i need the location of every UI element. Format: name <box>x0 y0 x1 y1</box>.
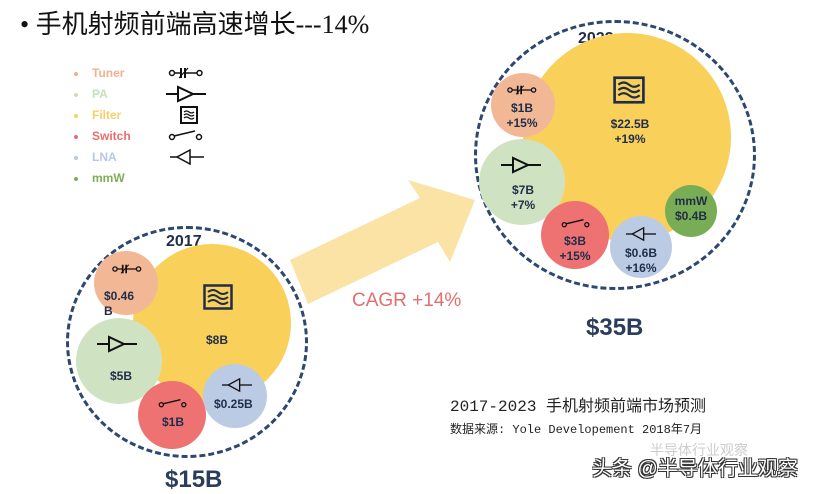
legend-item-lna: LNA <box>74 150 117 164</box>
slide-title: • 手机射频前端高速增长---14% <box>20 10 370 39</box>
tuner-icon <box>111 263 143 275</box>
tuner-value-2023: $1B +15% <box>506 101 538 130</box>
pa-value-2023: $7B +7% <box>510 183 536 212</box>
legend-label: Filter <box>92 108 122 122</box>
legend-label: Tuner <box>92 66 125 80</box>
legend-item-switch: Switch <box>74 129 131 143</box>
legend-label: PA <box>92 87 108 101</box>
switch-value-2023: $3B +15% <box>559 234 591 263</box>
lna-value-2023: $0.6B +16% <box>624 246 658 275</box>
caption-source: 数据来源: Yole Developement 2018年7月 <box>450 423 703 437</box>
lna-icon <box>170 148 204 166</box>
switch-icon <box>168 128 204 142</box>
lna-value-2017: $0.25B <box>214 397 253 411</box>
legend-item-pa: PA <box>74 87 108 101</box>
cagr-label: CAGR +14% <box>352 290 462 311</box>
lna-bubble-2017 <box>203 364 267 428</box>
lna-icon <box>222 377 252 393</box>
switch-bubble-2023 <box>541 201 609 269</box>
tuner-bubble-2023 <box>491 73 555 137</box>
amplifier-icon <box>500 155 542 175</box>
watermark: 头条 @半导体行业观察 <box>592 458 798 480</box>
watermark-small: 半导体行业观察 <box>650 442 748 458</box>
legend-item-filter: Filter <box>74 108 121 122</box>
tuner-bubble-2017 <box>94 251 158 315</box>
legend-item-mmw: mmW <box>74 171 125 185</box>
legend-label: mmW <box>92 171 125 185</box>
switch-icon <box>158 397 188 409</box>
amplifier-icon <box>166 84 206 104</box>
mmw-value-2023: mmW $0.4B <box>674 194 708 223</box>
tuner-icon <box>506 84 538 96</box>
legend-label: LNA <box>92 150 117 164</box>
filter-icon <box>180 106 198 124</box>
switch-value-2017: $1B <box>162 415 185 429</box>
caption-title: 2017-2023 手机射频前端市场预测 <box>450 398 707 416</box>
filter-icon <box>203 284 233 310</box>
total-2023: $35B <box>586 314 644 341</box>
switch-bubble-2017 <box>138 381 206 449</box>
tuner-icon <box>168 66 204 80</box>
growth-arrow <box>290 180 475 304</box>
dashed-boundary-2017 <box>66 226 308 458</box>
legend-item-tuner: Tuner <box>74 66 124 80</box>
lna-bubble-2023 <box>610 216 672 278</box>
mmw-bubble-2023 <box>665 185 717 237</box>
filter-value-2017: $8B <box>206 333 229 347</box>
pa-value-2017: $5B <box>110 369 133 383</box>
amplifier-icon <box>97 334 137 354</box>
dashed-boundary-2023 <box>474 20 756 290</box>
legend-label: Switch <box>92 129 131 143</box>
lna-icon <box>626 226 656 242</box>
filter-value-2023: $22.5B +19% <box>610 117 650 146</box>
tuner-value-2017: $0.46 B <box>104 289 135 318</box>
total-2017: $15B <box>165 466 223 493</box>
filter-icon <box>613 76 645 104</box>
switch-icon <box>561 217 591 229</box>
